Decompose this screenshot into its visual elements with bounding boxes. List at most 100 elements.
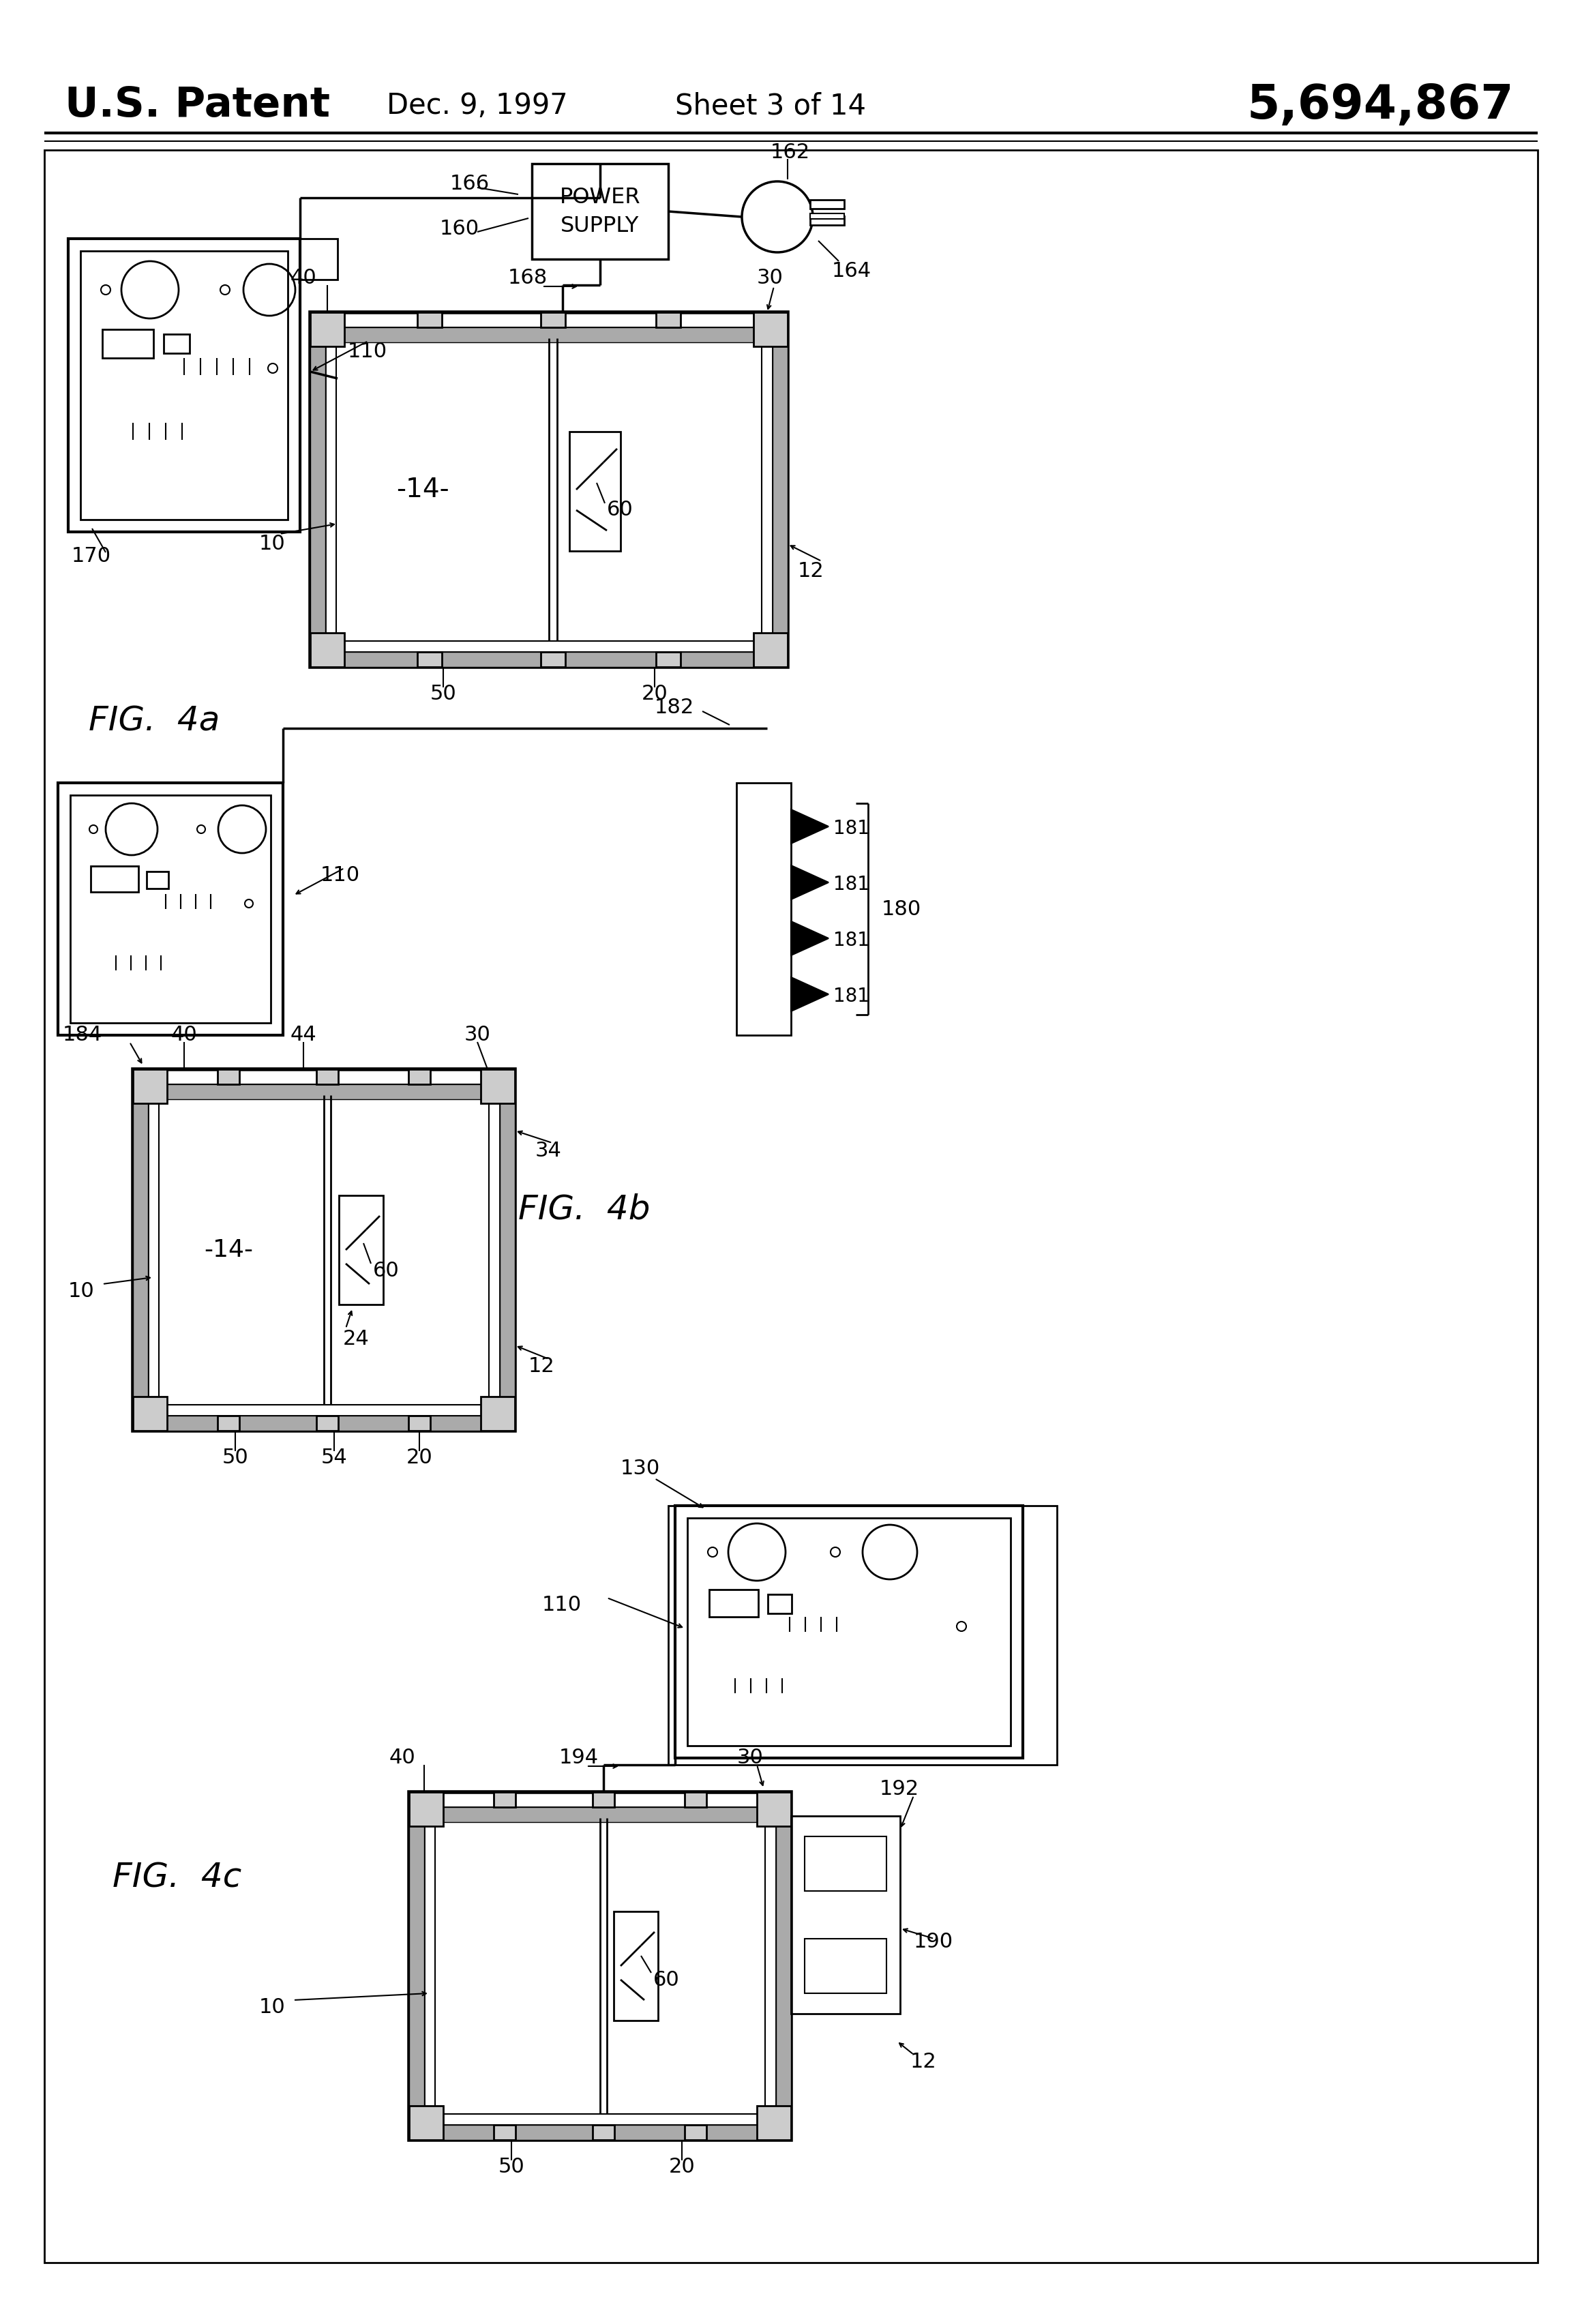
Bar xyxy=(326,328,772,653)
Bar xyxy=(541,311,565,328)
Bar xyxy=(777,1808,791,2124)
Bar xyxy=(70,795,271,1023)
Text: 181: 181 xyxy=(834,932,870,951)
Bar xyxy=(310,311,788,667)
Text: 162: 162 xyxy=(770,142,810,163)
Bar xyxy=(424,1808,777,2124)
Text: POWER: POWER xyxy=(560,188,641,209)
Bar xyxy=(301,239,337,279)
Bar xyxy=(158,1095,489,1404)
Bar xyxy=(326,328,772,342)
Text: 181: 181 xyxy=(834,988,870,1006)
Bar xyxy=(410,1792,791,2140)
Bar xyxy=(310,328,326,653)
Bar xyxy=(149,1085,500,1415)
Text: 20: 20 xyxy=(407,1448,432,1469)
Bar xyxy=(418,311,441,328)
Text: 50: 50 xyxy=(221,1448,248,1469)
Text: 192: 192 xyxy=(880,1778,919,1799)
Bar xyxy=(676,1506,1024,1757)
Text: Sheet 3 of 14: Sheet 3 of 14 xyxy=(676,91,865,121)
Text: 50: 50 xyxy=(498,2157,525,2178)
Text: 170: 170 xyxy=(71,546,111,565)
Bar xyxy=(90,867,139,892)
Bar xyxy=(810,216,845,225)
Bar xyxy=(687,1518,1011,1745)
Bar xyxy=(339,1195,383,1304)
Text: 164: 164 xyxy=(832,263,872,281)
Bar xyxy=(81,251,288,521)
Bar xyxy=(408,1415,430,1432)
Bar xyxy=(532,163,668,260)
Text: 130: 130 xyxy=(620,1457,660,1478)
Bar xyxy=(408,1069,430,1085)
Bar xyxy=(435,1817,766,2115)
Text: FIG.  4a: FIG. 4a xyxy=(89,704,220,737)
Text: 20: 20 xyxy=(669,2157,694,2178)
Text: -14-: -14- xyxy=(397,476,449,502)
Bar xyxy=(494,2124,516,2140)
Bar xyxy=(68,239,301,532)
Polygon shape xyxy=(791,865,829,899)
Text: Dec. 9, 1997: Dec. 9, 1997 xyxy=(386,91,568,121)
Bar xyxy=(756,1792,791,1827)
Text: 168: 168 xyxy=(508,267,547,288)
Text: 60: 60 xyxy=(607,500,633,521)
Bar xyxy=(218,1415,239,1432)
Text: 30: 30 xyxy=(464,1025,490,1046)
Text: 180: 180 xyxy=(881,899,921,918)
Bar xyxy=(737,783,791,1034)
Text: 44: 44 xyxy=(290,1025,316,1046)
Bar xyxy=(59,783,283,1034)
Polygon shape xyxy=(791,809,829,844)
Text: 184: 184 xyxy=(63,1025,103,1046)
Text: 12: 12 xyxy=(528,1355,555,1376)
Bar xyxy=(753,311,788,346)
Text: 10: 10 xyxy=(259,1996,285,2017)
Text: 60: 60 xyxy=(653,1971,680,1989)
Text: 182: 182 xyxy=(655,697,694,718)
Text: 181: 181 xyxy=(834,818,870,839)
Bar xyxy=(335,339,761,641)
Bar xyxy=(424,2124,777,2140)
Text: 30: 30 xyxy=(756,267,783,288)
Bar xyxy=(657,653,680,667)
Bar xyxy=(133,1085,149,1415)
Text: 110: 110 xyxy=(348,342,388,360)
Bar xyxy=(668,1506,1057,1764)
Bar xyxy=(709,1590,758,1618)
Bar xyxy=(753,632,788,667)
Text: 110: 110 xyxy=(543,1594,582,1615)
Bar xyxy=(805,1938,886,1994)
Text: 30: 30 xyxy=(737,1748,764,1769)
Bar xyxy=(756,2106,791,2140)
Text: 34: 34 xyxy=(535,1141,562,1162)
Bar xyxy=(685,2124,707,2140)
Text: 110: 110 xyxy=(321,865,361,885)
Bar xyxy=(326,653,772,667)
Bar xyxy=(810,200,845,209)
Bar xyxy=(593,2124,614,2140)
Bar xyxy=(410,1808,424,2124)
Bar xyxy=(805,1836,886,1892)
Text: 24: 24 xyxy=(343,1329,370,1348)
Bar xyxy=(133,1397,168,1432)
Text: 190: 190 xyxy=(914,1931,954,1952)
Bar xyxy=(310,311,345,346)
Text: 10: 10 xyxy=(259,535,285,553)
Text: 50: 50 xyxy=(430,683,457,704)
Text: 181: 181 xyxy=(834,874,870,895)
Bar xyxy=(133,1069,168,1104)
Text: 40: 40 xyxy=(389,1748,416,1769)
Text: 54: 54 xyxy=(321,1448,348,1469)
Text: 160: 160 xyxy=(440,218,479,239)
Bar xyxy=(163,335,190,353)
Bar xyxy=(810,214,845,218)
Bar xyxy=(614,1910,658,2020)
Bar xyxy=(418,653,441,667)
Text: 12: 12 xyxy=(797,562,824,581)
Bar xyxy=(316,1069,339,1085)
Text: 12: 12 xyxy=(910,2052,937,2071)
Bar xyxy=(685,1792,707,1808)
Bar xyxy=(481,1397,514,1432)
